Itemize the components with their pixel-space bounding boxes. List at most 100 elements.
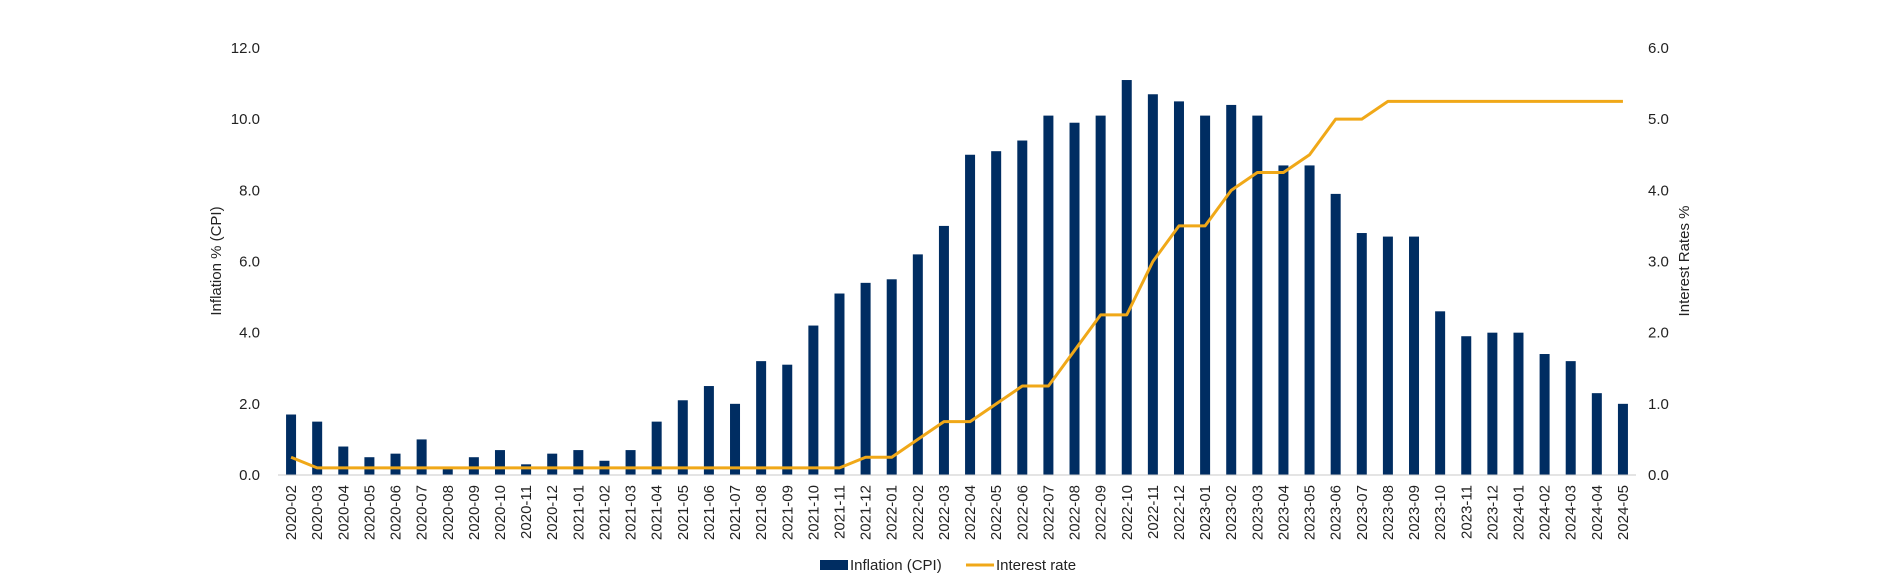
bar-inflation-2020-10 (494, 450, 505, 475)
x-tick-label: 2020-07 (414, 485, 431, 540)
x-tick-label: 2020-09 (466, 485, 483, 540)
x-tick-label: 2021-03 (623, 485, 640, 540)
bar-inflation-2024-01 (1513, 332, 1524, 475)
x-tick-label: 2023-04 (1275, 485, 1292, 540)
x-tick-label: 2023-05 (1302, 485, 1319, 540)
bar-inflation-2023-05 (1304, 165, 1315, 475)
bar-inflation-2021-07 (730, 403, 741, 475)
x-tick-label: 2024-04 (1589, 485, 1606, 540)
x-tick-label: 2022-09 (1093, 485, 1110, 540)
bar-inflation-2024-03 (1565, 361, 1576, 475)
left-axis: 0.0 2.0 4.0 6.0 8.0 10.0 12.0 (231, 40, 260, 484)
left-axis-title: Inflation % (CPI) (208, 206, 225, 315)
left-tick-label: 4.0 (239, 325, 260, 342)
left-tick-label: 6.0 (239, 254, 260, 271)
x-tick-label: 2022-10 (1119, 485, 1136, 540)
bar-inflation-2020-12 (547, 453, 558, 475)
x-tick-label: 2024-02 (1537, 485, 1554, 540)
x-tick-label: 2020-12 (544, 485, 561, 540)
line-interest-rate (290, 99, 1623, 470)
left-tick-label: 12.0 (231, 40, 260, 57)
bar-inflation-2020-11 (521, 464, 532, 475)
bar-inflation-2023-03 (1252, 115, 1263, 476)
x-tick-label: 2022-05 (988, 485, 1005, 540)
bar-inflation-2021-04 (651, 421, 662, 476)
x-tick-label: 2020-08 (440, 485, 457, 540)
left-tick-label: 2.0 (239, 396, 260, 413)
bar-inflation-2020-09 (468, 457, 479, 475)
x-axis: 2020-02 2020-03 2020-04 2020-05 2020-06 2020-… (278, 474, 1636, 540)
bar-inflation-2021-11 (834, 293, 845, 475)
bar-inflation-2022-06 (1017, 140, 1028, 475)
bar-inflation-2021-06 (703, 386, 714, 475)
bar-inflation-2022-08 (1069, 122, 1080, 475)
bar-inflation-2023-04 (1278, 165, 1289, 475)
bar-inflation-2023-06 (1330, 193, 1341, 475)
right-tick-label: 2.0 (1648, 325, 1669, 342)
x-tick-label: 2023-07 (1354, 485, 1371, 540)
x-tick-label: 2021-10 (805, 485, 822, 540)
bar-inflation-2021-12 (860, 282, 871, 475)
x-tick-label: 2023-03 (1249, 485, 1266, 540)
bar-inflation-2024-04 (1591, 393, 1602, 475)
bar-inflation-2020-08 (442, 467, 453, 475)
bar-inflation-2024-05 (1617, 403, 1628, 475)
bar-inflation-2021-03 (625, 450, 636, 475)
bar-inflation-2022-03 (938, 225, 949, 475)
x-tick-label: 2022-06 (1014, 485, 1031, 540)
bar-inflation-2022-02 (912, 254, 923, 475)
bar-inflation-2023-02 (1226, 104, 1237, 476)
bar-inflation-2022-09 (1095, 115, 1106, 476)
x-tick-label: 2023-11 (1458, 485, 1475, 539)
right-axis-title: Interest Rates % (1676, 206, 1693, 317)
bar-inflation-2022-11 (1147, 94, 1158, 475)
bar-inflation-2023-09 (1409, 236, 1420, 475)
left-tick-label: 8.0 (239, 182, 260, 199)
left-tick-label: 10.0 (231, 111, 260, 128)
left-tick-label: 0.0 (239, 467, 260, 484)
bar-inflation-2024-02 (1539, 354, 1550, 475)
bar-inflation-2020-02 (286, 414, 297, 475)
bar-inflation-2021-08 (756, 361, 767, 475)
right-tick-label: 5.0 (1648, 111, 1669, 128)
x-tick-label: 2022-03 (936, 485, 953, 540)
x-tick-label: 2022-12 (1171, 485, 1188, 540)
bar-inflation-2021-09 (782, 364, 793, 475)
bar-inflation-2022-01 (886, 279, 897, 475)
right-tick-label: 0.0 (1648, 467, 1669, 484)
bar-inflation-2022-10 (1121, 80, 1132, 475)
x-tick-label: 2020-03 (309, 485, 326, 540)
x-tick-label: 2023-08 (1380, 485, 1397, 540)
legend-label-interest-rate: Interest rate (996, 557, 1076, 574)
x-tick-label: 2023-10 (1432, 485, 1449, 540)
x-tick-label: 2023-02 (1223, 485, 1240, 540)
x-tick-label: 2021-08 (753, 485, 770, 540)
x-tick-label: 2020-10 (492, 485, 509, 540)
x-tick-label: 2022-04 (962, 485, 979, 540)
x-tick-label: 2024-05 (1615, 485, 1632, 540)
x-tick-label: 2023-01 (1197, 485, 1214, 540)
x-tick-label: 2021-05 (675, 485, 692, 540)
x-tick-label: 2020-02 (283, 485, 300, 540)
bar-inflation-2020-07 (416, 439, 427, 475)
right-axis: 0.0 1.0 2.0 3.0 4.0 5.0 6.0 (1648, 40, 1669, 484)
x-tick-label: 2020-06 (388, 485, 405, 540)
x-tick-label: 2021-11 (831, 485, 848, 539)
x-tick-label: 2020-11 (518, 485, 535, 539)
legend-swatch-inflation (820, 560, 848, 570)
bar-inflation-2023-11 (1461, 336, 1472, 475)
bar-inflation-2020-06 (390, 453, 401, 475)
right-tick-label: 1.0 (1648, 396, 1669, 413)
bar-inflation-2023-01 (1200, 115, 1211, 476)
legend: Inflation (CPI) Interest rate (820, 557, 1076, 574)
x-tick-label: 2023-06 (1328, 485, 1345, 540)
x-tick-label: 2022-11 (1145, 485, 1162, 539)
x-tick-label: 2022-07 (1040, 485, 1057, 540)
x-tick-label: 2024-01 (1510, 485, 1527, 540)
x-tick-label: 2020-04 (335, 485, 352, 540)
x-tick-label: 2021-04 (649, 485, 666, 540)
x-tick-label: 2022-02 (910, 485, 927, 540)
bar-inflation-2021-10 (808, 325, 819, 475)
right-tick-label: 4.0 (1648, 182, 1669, 199)
